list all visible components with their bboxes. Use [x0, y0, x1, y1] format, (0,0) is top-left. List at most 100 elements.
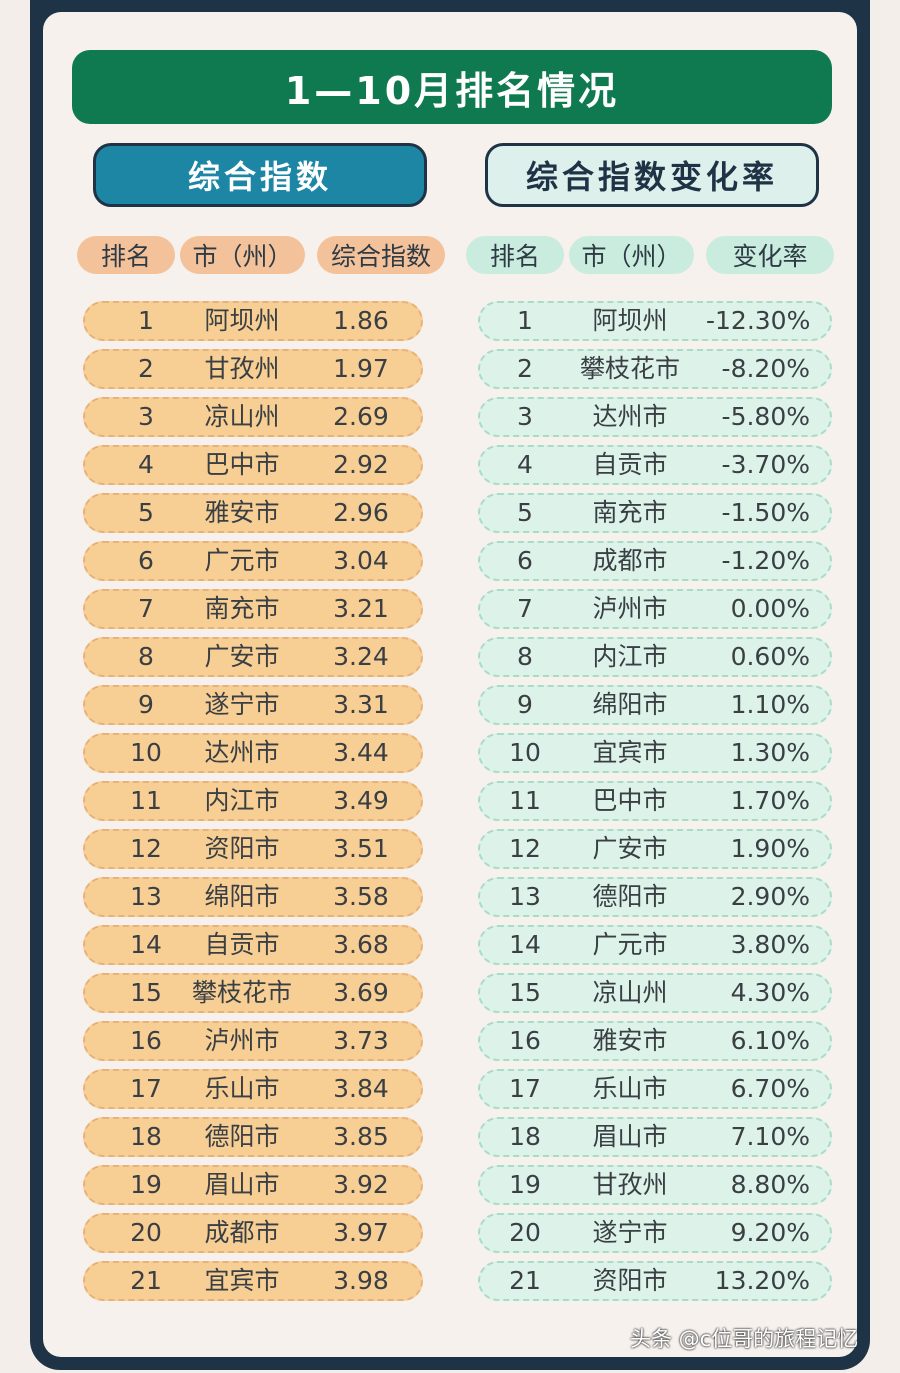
value-cell: 3.69 — [333, 978, 389, 1007]
table-row: 4 自贡市 -3.70% — [478, 445, 832, 485]
city-cell: 巴中市 — [592, 786, 668, 815]
rank-cell: 7 — [138, 594, 154, 623]
rank-cell: 14 — [130, 930, 162, 959]
city-cell: 雅安市 — [204, 498, 280, 527]
rank-cell: 20 — [130, 1218, 162, 1247]
rank-cell: 21 — [130, 1266, 162, 1295]
table-row: 4 巴中市 2.92 — [83, 445, 423, 485]
rank-cell: 19 — [130, 1170, 162, 1199]
rank-cell: 4 — [517, 450, 533, 479]
table-row: 19 眉山市 3.92 — [83, 1165, 423, 1205]
rank-cell: 4 — [138, 450, 154, 479]
value-cell: 3.92 — [333, 1170, 389, 1199]
value-cell: 3.97 — [333, 1218, 389, 1247]
rank-cell: 13 — [130, 882, 162, 911]
table-row: 15 凉山州 4.30% — [478, 973, 832, 1013]
table-row: 14 广元市 3.80% — [478, 925, 832, 965]
rank-cell: 10 — [130, 738, 162, 767]
city-cell: 眉山市 — [204, 1170, 280, 1199]
table-row: 12 资阳市 3.51 — [83, 829, 423, 869]
city-cell: 甘孜州 — [204, 354, 280, 383]
rank-cell: 1 — [138, 306, 154, 335]
value-cell: 2.69 — [333, 402, 389, 431]
value-cell: 6.70% — [730, 1074, 810, 1103]
city-cell: 达州市 — [592, 402, 668, 431]
value-cell: 3.73 — [333, 1026, 389, 1055]
table-row: 21 宜宾市 3.98 — [83, 1261, 423, 1301]
value-cell: 3.04 — [333, 546, 389, 575]
city-cell: 阿坝州 — [204, 306, 280, 335]
city-cell: 南充市 — [592, 498, 668, 527]
city-cell: 资阳市 — [592, 1266, 668, 1295]
watermark: 头条 @c位哥的旅程记忆 — [630, 1327, 859, 1351]
city-cell: 绵阳市 — [204, 882, 280, 911]
city-cell: 宜宾市 — [592, 738, 668, 767]
rank-cell: 9 — [138, 690, 154, 719]
value-cell: 1.10% — [730, 690, 810, 719]
rank-cell: 11 — [509, 786, 541, 815]
value-cell: 13.20% — [714, 1266, 810, 1295]
table-row: 17 乐山市 6.70% — [478, 1069, 832, 1109]
city-cell: 内江市 — [204, 786, 280, 815]
rank-cell: 5 — [517, 498, 533, 527]
table-row: 10 宜宾市 1.30% — [478, 733, 832, 773]
city-cell: 广安市 — [204, 642, 280, 671]
city-cell: 德阳市 — [204, 1122, 280, 1151]
value-cell: 3.51 — [333, 834, 389, 863]
rank-cell: 3 — [138, 402, 154, 431]
value-cell: 1.86 — [333, 306, 389, 335]
city-cell: 凉山州 — [204, 402, 280, 431]
rank-cell: 17 — [130, 1074, 162, 1103]
table-row: 3 达州市 -5.80% — [478, 397, 832, 437]
value-cell: 3.98 — [333, 1266, 389, 1295]
value-cell: 1.70% — [730, 786, 810, 815]
table-row: 9 绵阳市 1.10% — [478, 685, 832, 725]
rank-cell: 14 — [509, 930, 541, 959]
rank-cell: 11 — [130, 786, 162, 815]
table-row: 16 泸州市 3.73 — [83, 1021, 423, 1061]
rank-cell: 21 — [509, 1266, 541, 1295]
table-row: 15 攀枝花市 3.69 — [83, 973, 423, 1013]
value-cell: -12.30% — [706, 306, 811, 335]
rank-cell: 18 — [509, 1122, 541, 1151]
value-cell: -1.20% — [721, 546, 810, 575]
rank-cell: 7 — [517, 594, 533, 623]
table-row: 20 遂宁市 9.20% — [478, 1213, 832, 1253]
value-cell: 6.10% — [730, 1026, 810, 1055]
value-cell: 0.00% — [730, 594, 810, 623]
rank-cell: 18 — [130, 1122, 162, 1151]
header-right-rank: 排名 — [466, 236, 564, 274]
rank-cell: 17 — [509, 1074, 541, 1103]
city-cell: 广元市 — [204, 546, 280, 575]
table-row: 6 广元市 3.04 — [83, 541, 423, 581]
table-row: 11 巴中市 1.70% — [478, 781, 832, 821]
city-cell: 德阳市 — [592, 882, 668, 911]
value-cell: 3.85 — [333, 1122, 389, 1151]
city-cell: 内江市 — [592, 642, 668, 671]
table-row: 2 甘孜州 1.97 — [83, 349, 423, 389]
rank-cell: 9 — [517, 690, 533, 719]
table-row: 2 攀枝花市 -8.20% — [478, 349, 832, 389]
table-row: 18 德阳市 3.85 — [83, 1117, 423, 1157]
table-row: 1 阿坝州 -12.30% — [478, 301, 832, 341]
rank-cell: 12 — [130, 834, 162, 863]
city-cell: 阿坝州 — [592, 306, 668, 335]
value-cell: 3.31 — [333, 690, 389, 719]
rank-cell: 19 — [509, 1170, 541, 1199]
table-row: 7 南充市 3.21 — [83, 589, 423, 629]
value-cell: 3.80% — [730, 930, 810, 959]
value-cell: 2.92 — [333, 450, 389, 479]
city-cell: 遂宁市 — [204, 690, 280, 719]
table-row: 14 自贡市 3.68 — [83, 925, 423, 965]
table-row: 16 雅安市 6.10% — [478, 1021, 832, 1061]
table-row: 20 成都市 3.97 — [83, 1213, 423, 1253]
city-cell: 眉山市 — [592, 1122, 668, 1151]
table-row: 17 乐山市 3.84 — [83, 1069, 423, 1109]
value-cell: 7.10% — [730, 1122, 810, 1151]
value-cell: 0.60% — [730, 642, 810, 671]
city-cell: 攀枝花市 — [191, 978, 292, 1007]
header-right-rate: 变化率 — [706, 236, 834, 274]
city-cell: 泸州市 — [592, 594, 668, 623]
table-row: 18 眉山市 7.10% — [478, 1117, 832, 1157]
city-cell: 乐山市 — [204, 1074, 280, 1103]
